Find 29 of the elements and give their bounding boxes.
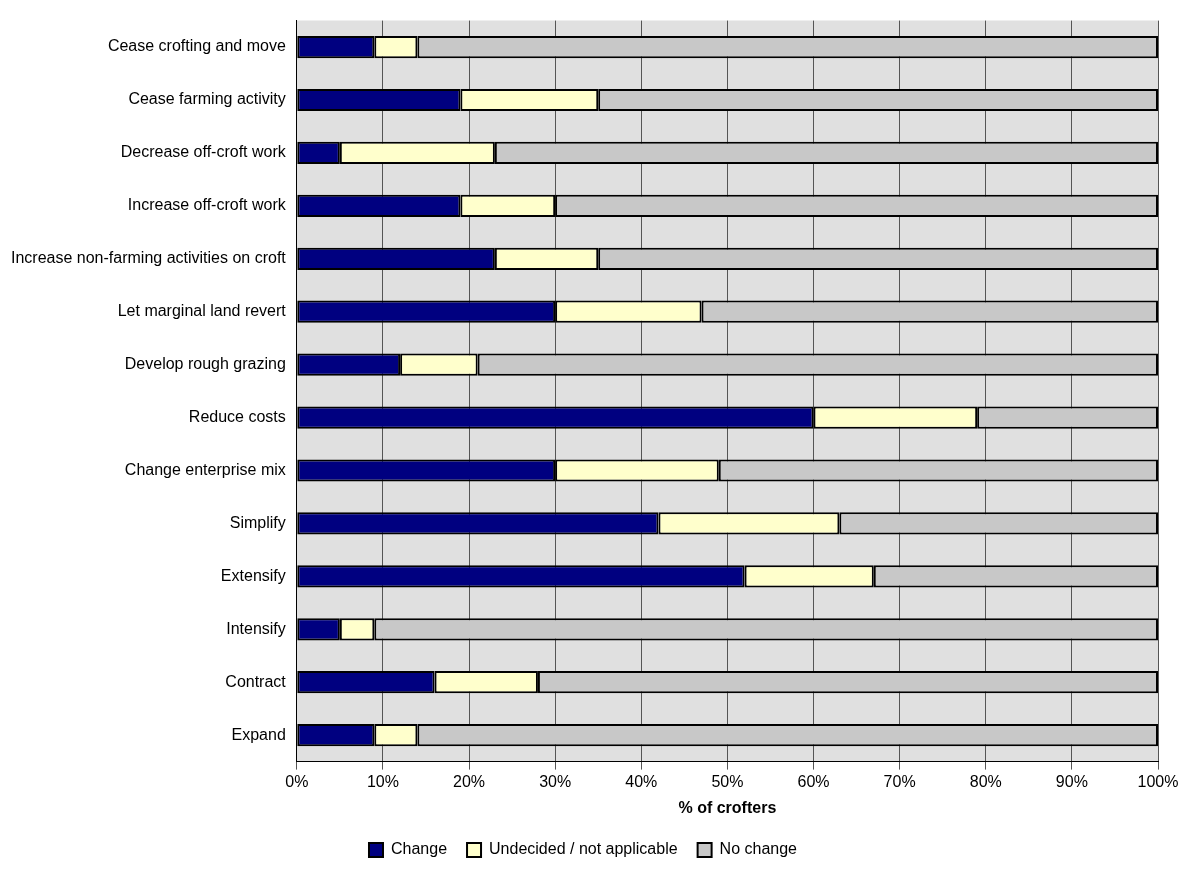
legend-label: No change [719, 840, 798, 858]
x-tick-label: 0% [285, 772, 309, 790]
legend-label: Undecided / not applicable [489, 840, 678, 858]
x-tick-label: 50% [711, 772, 744, 790]
x-tick-label: 20% [453, 772, 486, 790]
x-tick-label: 90% [1055, 772, 1088, 790]
y-tick-label: Increase non-farming activities on croft [10, 249, 287, 267]
y-tick-label: Expand [231, 725, 286, 743]
x-tick-label: 40% [625, 772, 658, 790]
y-tick-label: Simplify [229, 513, 286, 531]
y-tick-label: Cease farming activity [128, 90, 286, 108]
x-tick-label: 70% [883, 772, 916, 790]
legend-label: Change [390, 840, 448, 858]
x-tick-label: 30% [539, 772, 572, 790]
x-tick-label: 10% [366, 772, 399, 790]
y-tick-label: Let marginal land revert [117, 302, 287, 320]
x-axis-title: % of crofters [678, 798, 777, 816]
y-tick-label: Change enterprise mix [124, 460, 286, 478]
x-tick-label: 60% [797, 772, 830, 790]
y-tick-label: Develop rough grazing [124, 355, 286, 373]
y-tick-label: Reduce costs [188, 407, 286, 425]
y-tick-label: Extensify [220, 566, 286, 584]
y-tick-label: Intensify [226, 619, 286, 637]
y-tick-label: Contract [225, 672, 287, 690]
y-tick-label: Increase off-croft work [127, 196, 287, 214]
x-tick-label: 80% [969, 772, 1002, 790]
y-tick-label: Decrease off-croft work [120, 143, 287, 161]
y-tick-label: Cease crofting and move [107, 37, 286, 55]
x-tick-label: 100% [1137, 772, 1179, 790]
